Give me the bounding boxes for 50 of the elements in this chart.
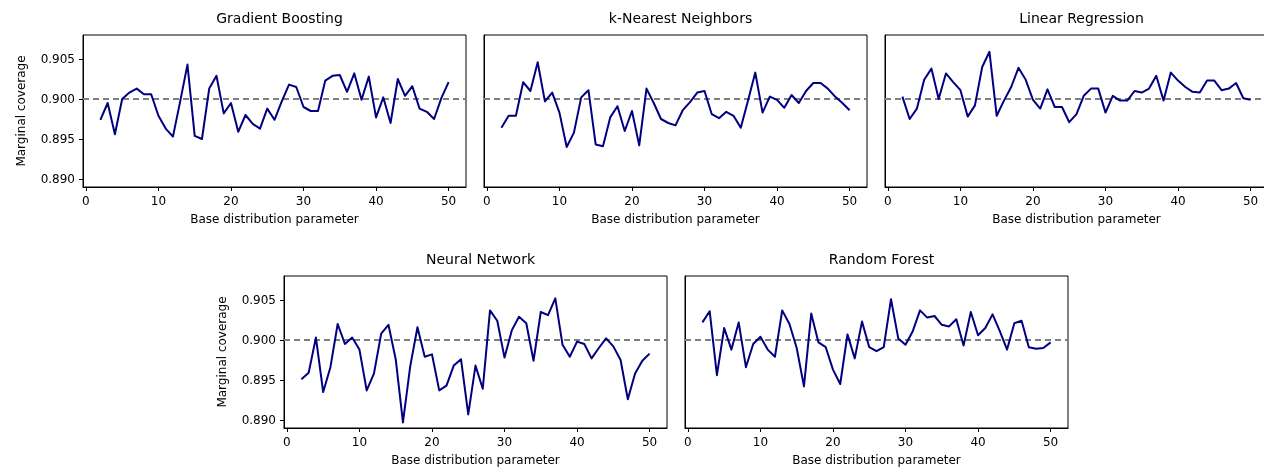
x-axis-title: Base distribution parameter [992, 212, 1161, 226]
x-tick-label: 50 [1242, 194, 1259, 208]
y-tick-label: 0.900 [241, 333, 276, 347]
y-tick-label: 0.905 [40, 52, 75, 66]
x-tick-label: 20 [624, 194, 640, 208]
x-axis-title: Base distribution parameter [391, 453, 560, 467]
x-tick-label: 20 [223, 194, 239, 208]
x-tick-label: 40 [769, 194, 785, 208]
x-tick-label: 40 [970, 435, 986, 449]
x-tick-label: 50 [841, 194, 858, 208]
x-tick-label: 0 [684, 435, 692, 449]
chart-title: Neural Network [425, 251, 536, 267]
x-tick-label: 0 [884, 194, 892, 208]
x-tick-label: 0 [283, 435, 291, 449]
y-tick-label: 0.900 [40, 92, 75, 106]
x-tick-label: 30 [696, 194, 713, 208]
x-tick-label: 10 [551, 194, 568, 208]
x-axis-title: Base distribution parameter [792, 453, 961, 467]
x-tick-label: 50 [440, 194, 457, 208]
x-tick-label: 20 [1025, 194, 1041, 208]
chart-title: Gradient Boosting [216, 10, 343, 26]
x-tick-label: 10 [351, 435, 368, 449]
y-tick-label: 0.890 [40, 172, 75, 186]
y-tick-label: 0.890 [241, 413, 276, 427]
chart-title: Random Forest [828, 251, 935, 267]
x-tick-label: 30 [897, 435, 914, 449]
x-tick-label: 50 [641, 435, 658, 449]
x-tick-label: 10 [150, 194, 167, 208]
chart-title: Linear Regression [1019, 10, 1144, 26]
y-axis-title: Marginal coverage [215, 296, 229, 408]
x-tick-label: 20 [825, 435, 841, 449]
x-tick-label: 40 [368, 194, 384, 208]
x-tick-label: 20 [424, 435, 440, 449]
x-tick-label: 30 [496, 435, 513, 449]
x-tick-label: 10 [952, 194, 969, 208]
x-tick-label: 30 [295, 194, 312, 208]
y-tick-label: 0.895 [241, 373, 276, 387]
x-tick-label: 10 [752, 435, 769, 449]
x-tick-label: 0 [82, 194, 90, 208]
x-axis-title: Base distribution parameter [190, 212, 359, 226]
y-axis-title: Marginal coverage [14, 55, 28, 167]
x-tick-label: 40 [1170, 194, 1186, 208]
y-tick-label: 0.895 [40, 132, 75, 146]
x-tick-label: 50 [1042, 435, 1059, 449]
y-tick-label: 0.905 [241, 293, 276, 307]
x-tick-label: 0 [483, 194, 491, 208]
x-tick-label: 40 [569, 435, 585, 449]
chart-title: k-Nearest Neighbors [608, 10, 753, 26]
x-tick-label: 30 [1097, 194, 1114, 208]
x-axis-title: Base distribution parameter [591, 212, 760, 226]
